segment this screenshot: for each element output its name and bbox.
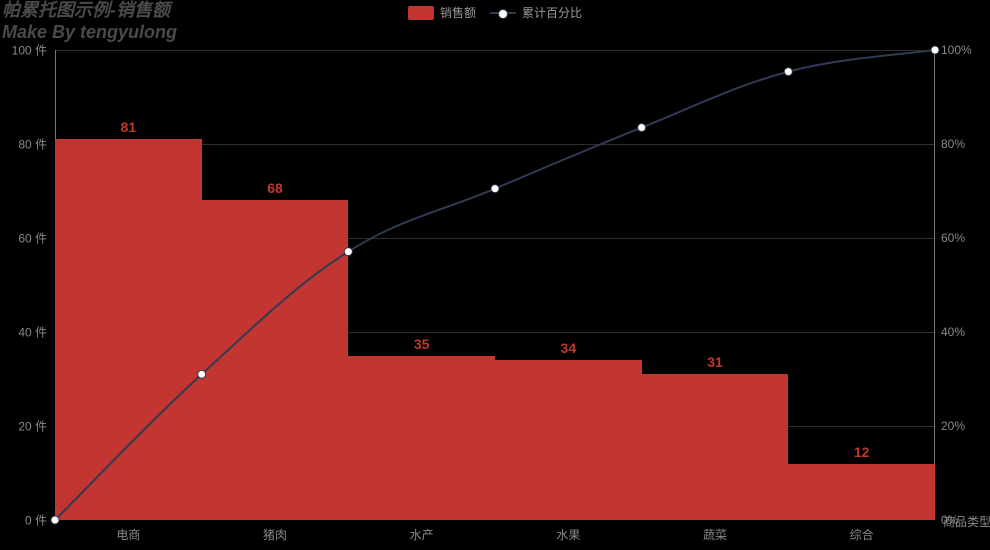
x-tick-label: 电商 [116,526,140,543]
line-marker[interactable] [344,248,352,256]
y-left-tick: 60 件 [18,230,47,247]
cumulative-line[interactable] [55,50,935,520]
x-tick-label: 水产 [410,526,434,543]
line-marker[interactable] [491,185,499,193]
y-left-tick: 40 件 [18,324,47,341]
y-right-tick: 80% [941,137,965,151]
y-left-tick: 20 件 [18,418,47,435]
y-right-tick: 40% [941,325,965,339]
y-right-tick: 20% [941,419,965,433]
x-axis-name: 商品类型 [943,513,990,530]
y-left-tick: 80 件 [18,136,47,153]
x-tick-label: 综合 [850,526,874,543]
legend-label: 销售额 [440,4,476,21]
title-line-2: Make By tengyulong [2,22,177,44]
legend-swatch-bar [408,6,434,20]
plot-area: 0 件20 件40 件60 件80 件100 件0%20%40%60%80%10… [55,50,935,520]
legend-swatch-line [490,12,516,14]
pareto-chart: 帕累托图示例-销售额 Make By tengyulong 销售额 累计百分比 0… [0,0,990,550]
line-marker[interactable] [198,370,206,378]
chart-title: 帕累托图示例-销售额 Make By tengyulong [2,0,177,43]
legend-item-1[interactable]: 累计百分比 [490,4,582,21]
line-marker[interactable] [51,516,59,524]
line-marker[interactable] [931,46,939,54]
y-left-tick: 0 件 [25,512,47,529]
title-line-1: 帕累托图示例-销售额 [2,0,177,22]
x-tick-label: 蔬菜 [703,526,727,543]
line-marker[interactable] [784,68,792,76]
legend-item-0[interactable]: 销售额 [408,4,476,21]
legend: 销售额 累计百分比 [408,4,582,21]
y-right-tick: 60% [941,231,965,245]
x-tick-label: 猪肉 [263,526,287,543]
y-right-tick: 100% [941,43,972,57]
y-left-tick: 100 件 [12,42,47,59]
x-tick-label: 水果 [556,526,580,543]
line-series [55,50,935,520]
line-marker[interactable] [638,124,646,132]
legend-label: 累计百分比 [522,4,582,21]
